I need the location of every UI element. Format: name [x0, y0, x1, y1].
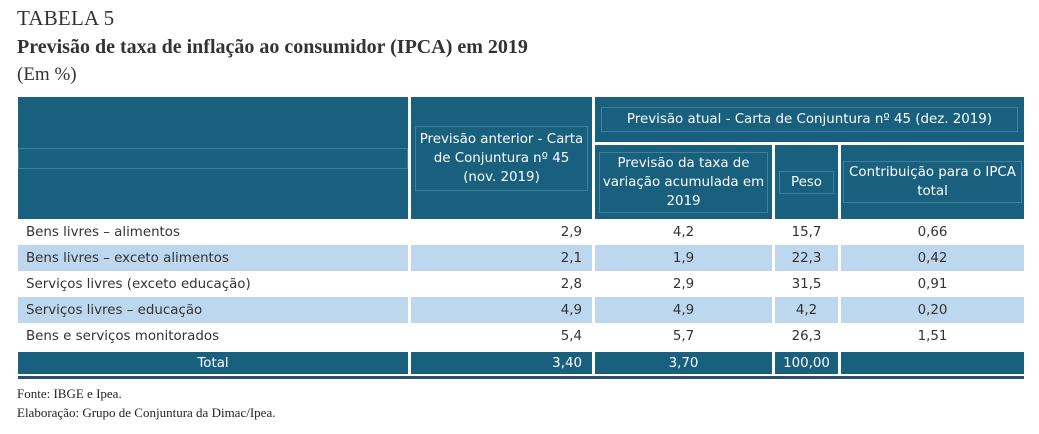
row-label: Bens livres – exceto alimentos: [18, 245, 408, 271]
header-previous-forecast: Previsão anterior - Carta de Conjuntura …: [408, 97, 592, 219]
cell-previous: 4,9: [408, 297, 592, 323]
cell-current: 2,9: [592, 271, 772, 297]
cell-contribution: 0,42: [838, 245, 1024, 271]
header-current-rate-label: Previsão da taxa de variação acumulada e…: [599, 151, 768, 213]
elaboration-note: Elaboração: Grupo de Conjuntura da Dimac…: [17, 405, 276, 420]
table-unit: (Em %): [17, 64, 77, 85]
row-label: Serviços livres (exceto educação): [26, 276, 251, 292]
header-current-rate: Previsão da taxa de variação acumulada e…: [592, 145, 772, 219]
cell-contribution: 1,51: [838, 323, 1024, 349]
header-contribution-label: Contribuição para o IPCA total: [843, 161, 1022, 203]
cell-current: 5,7: [592, 323, 772, 349]
cell-current: 4,9: [592, 297, 772, 323]
table-row: Bens e serviços monitorados 5,4 5,7 26,3…: [18, 323, 1024, 349]
total-contribution: [838, 349, 1024, 374]
header-contribution: Contribuição para o IPCA total: [838, 145, 1024, 219]
table-row: Serviços livres (exceto educação) 2,8 2,…: [18, 271, 1024, 297]
cell-weight: 4,2: [772, 297, 838, 323]
header-weight-label: Peso: [779, 170, 834, 194]
cell-previous: 5,4: [408, 323, 592, 349]
cell-previous: 2,1: [408, 245, 592, 271]
cell-current: 1,9: [592, 245, 772, 271]
total-weight: 100,00: [772, 349, 838, 374]
table-row: Serviços livres – educação 4,9 4,9 4,2 0…: [18, 297, 1024, 323]
cell-current: 4,2: [592, 219, 772, 245]
cell-contribution: 0,91: [838, 271, 1024, 297]
cell-weight: 15,7: [772, 219, 838, 245]
cell-weight: 31,5: [772, 271, 838, 297]
header-previous-label: Previsão anterior - Carta de Conjuntura …: [415, 125, 588, 191]
header-category: [18, 97, 408, 219]
header-weight: Peso: [772, 145, 838, 219]
header-current-group: Previsão atual - Carta de Conjuntura nº …: [592, 97, 1024, 145]
table-row: Bens livres – alimentos 2,9 4,2 15,7 0,6…: [18, 219, 1024, 245]
table-number: TABELA 5: [17, 6, 115, 30]
table-row: Bens livres – exceto alimentos 2,1 1,9 2…: [18, 245, 1024, 271]
row-label: Bens e serviços monitorados: [26, 328, 220, 344]
total-current: 3,70: [592, 349, 772, 374]
cell-previous: 2,9: [408, 219, 592, 245]
total-label: Total: [18, 349, 408, 374]
header-current-group-label: Previsão atual - Carta de Conjuntura nº …: [601, 107, 1018, 132]
cell-weight: 22,3: [772, 245, 838, 271]
table-title: Previsão de taxa de inflação ao consumid…: [17, 36, 528, 58]
row-label: Bens livres – alimentos: [26, 224, 180, 240]
total-previous: 3,40: [408, 349, 592, 374]
row-label: Serviços livres – educação: [18, 297, 408, 323]
table-bottom-rule: [18, 376, 1024, 379]
cell-contribution: 0,66: [838, 219, 1024, 245]
cell-weight: 26,3: [772, 323, 838, 349]
ipca-forecast-table: Previsão anterior - Carta de Conjuntura …: [18, 97, 1024, 374]
source-note: Fonte: IBGE e Ipea.: [17, 386, 122, 401]
cell-previous: 2,8: [408, 271, 592, 297]
total-row: Total 3,40 3,70 100,00: [18, 349, 1024, 374]
cell-contribution: 0,20: [838, 297, 1024, 323]
